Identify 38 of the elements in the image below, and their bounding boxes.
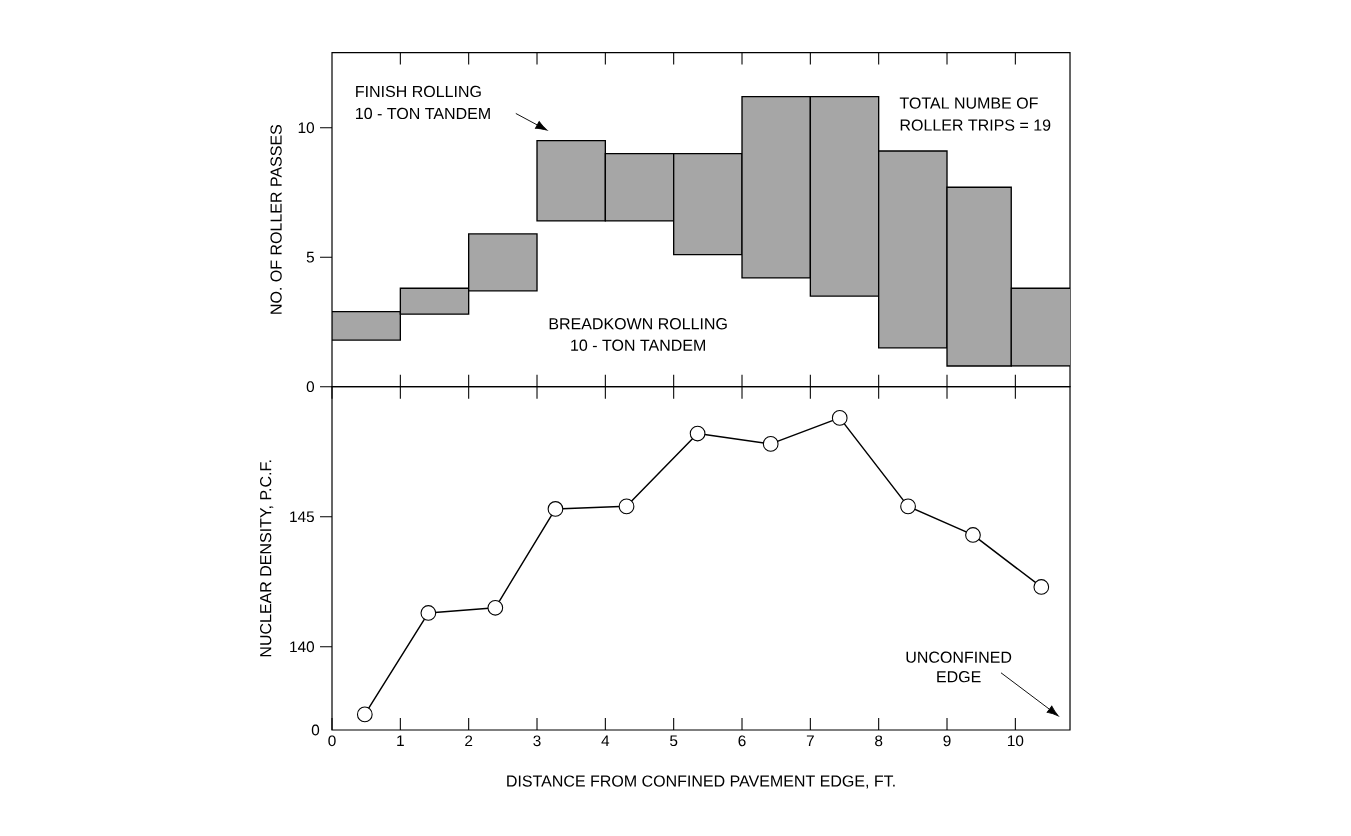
annotation: 10 - TON TANDEM <box>356 107 490 120</box>
annotation: FINISH ROLLING <box>356 85 481 98</box>
y-tick-label: 5 <box>306 251 314 263</box>
point <box>420 605 437 621</box>
x-axis-title: DISTANCE FROM CONFINED PAVEMENT EDGE, FT. <box>507 775 895 789</box>
annotation: 10 - TON TANDEM <box>571 339 705 351</box>
x-tick-label: 5 <box>670 735 678 747</box>
x-tick-label: 1 <box>397 735 404 746</box>
annotation: UNCONFINED <box>906 651 1012 663</box>
point <box>689 425 706 442</box>
x-tick-label: 8 <box>875 735 883 747</box>
annotation: ROLLER TRIPS = 19 <box>900 119 1051 131</box>
x-tick-label: 9 <box>943 735 951 747</box>
point <box>547 501 564 517</box>
annotation: BREADKOWN ROLLING <box>549 318 727 330</box>
point <box>900 498 916 515</box>
annotation: TOTAL NUMBE OF <box>899 97 1038 109</box>
point <box>965 527 981 543</box>
y-tick-label: 10 <box>298 122 315 134</box>
x-tick-label: 6 <box>738 735 746 747</box>
y-tick-label: 140 <box>290 641 315 653</box>
point <box>762 436 779 452</box>
point <box>831 410 848 426</box>
x-tick-label: 4 <box>601 735 610 746</box>
x-tick-label: 0 <box>328 735 336 747</box>
y-tick-label: 145 <box>290 511 314 523</box>
annotation: EDGE <box>937 671 981 683</box>
x-tick-label: 7 <box>806 735 814 746</box>
point <box>618 498 635 515</box>
y-axis-title: NO. OF ROLLER PASSES <box>270 124 282 314</box>
x-tick-label: 2 <box>465 735 473 747</box>
x-tick-label: 3 <box>533 735 541 747</box>
point <box>356 706 373 723</box>
point <box>1033 579 1050 595</box>
point <box>487 599 504 616</box>
y-axis-title: NUCLEAR DENSITY, P.C.F. <box>260 460 274 657</box>
y-tick-label: 0 <box>306 381 315 393</box>
x-tick-label: 10 <box>1007 735 1024 747</box>
